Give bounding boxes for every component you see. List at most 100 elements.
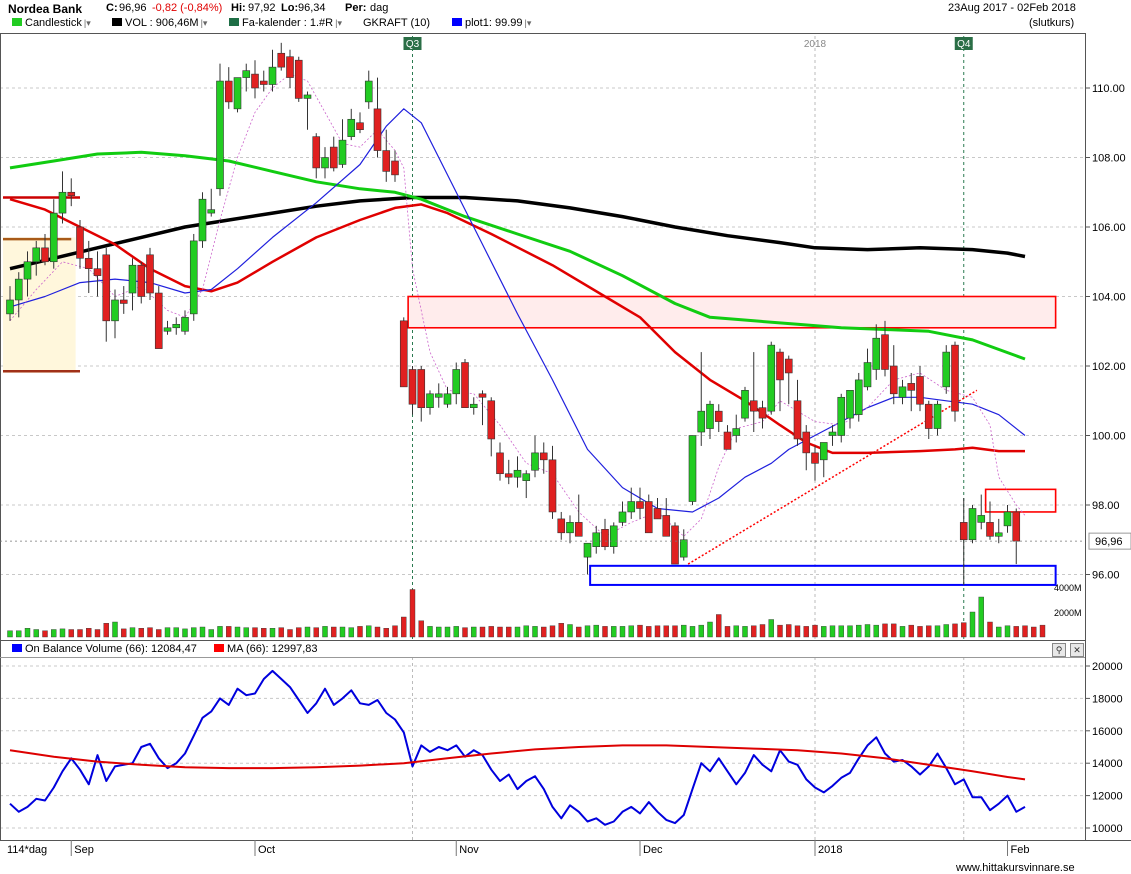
candle-up bbox=[426, 393, 434, 408]
candle-up bbox=[6, 299, 14, 315]
legend-swatch bbox=[214, 644, 224, 652]
volume-bar bbox=[689, 626, 696, 638]
legend-item-plot1[interactable]: plot1: 99.99 |▾ bbox=[452, 17, 531, 29]
volume-bar bbox=[234, 626, 241, 638]
candle-down bbox=[382, 150, 391, 172]
candle-up bbox=[592, 532, 601, 547]
legend-item-obv-ma[interactable]: MA (66): 12997,83 bbox=[214, 643, 318, 655]
legend-item-candlestick[interactable]: Candlestick |▾ bbox=[12, 17, 91, 29]
candle-up bbox=[172, 323, 181, 329]
volume-bar bbox=[873, 624, 879, 638]
volume-bar bbox=[191, 627, 197, 638]
volume-bar bbox=[453, 626, 459, 638]
obv-panel-frame bbox=[0, 640, 1086, 841]
volume-bar bbox=[252, 627, 258, 638]
volume-bar bbox=[777, 624, 783, 638]
volume-bar bbox=[987, 621, 993, 638]
event-marker-badge bbox=[954, 37, 973, 50]
chevron-down-icon[interactable]: |▾ bbox=[200, 18, 208, 28]
volume-bar bbox=[952, 623, 958, 638]
volume-bar bbox=[672, 625, 678, 638]
zoom-icon[interactable]: ⚲ bbox=[1052, 643, 1066, 657]
candle-down bbox=[802, 431, 811, 454]
candle-up bbox=[522, 473, 531, 481]
candle-up bbox=[23, 261, 32, 280]
candle-down bbox=[84, 257, 93, 269]
candle-down bbox=[907, 383, 916, 391]
candle-down bbox=[653, 508, 662, 520]
moving-average-line bbox=[9, 150, 1026, 361]
moving-average-line bbox=[9, 195, 1026, 271]
volume-bar bbox=[576, 626, 582, 638]
candle-down bbox=[504, 473, 513, 478]
chevron-down-icon[interactable]: |▾ bbox=[524, 18, 532, 28]
candle-up bbox=[233, 77, 242, 110]
candle-up bbox=[1003, 511, 1012, 527]
obv-series-line bbox=[9, 744, 1026, 781]
candle-down bbox=[137, 264, 146, 297]
legend-item-volume[interactable]: VOL : 906,46M |▾ bbox=[112, 17, 207, 29]
volume-bar bbox=[208, 629, 214, 638]
candle-up bbox=[732, 428, 741, 436]
candle-down bbox=[574, 522, 583, 537]
volume-bar bbox=[996, 626, 1002, 638]
candle-down bbox=[487, 400, 496, 440]
legend-item-obv[interactable]: On Balance Volume (66): 12084,47 bbox=[12, 643, 197, 655]
volume-bar bbox=[243, 627, 249, 638]
obv-tick-label: 18000 bbox=[1092, 693, 1123, 705]
legend-item-fa-kalender[interactable]: Fa-kalender : 1.#R |▾ bbox=[229, 17, 342, 29]
volume-bar bbox=[86, 628, 92, 638]
candle-down bbox=[259, 80, 268, 85]
volume-bar bbox=[619, 626, 626, 638]
candle-up bbox=[469, 403, 478, 409]
candle-up bbox=[111, 299, 119, 322]
volume-bar bbox=[742, 626, 748, 638]
candle-down bbox=[67, 191, 76, 197]
volume-bar bbox=[882, 623, 888, 638]
candle-up bbox=[189, 240, 198, 315]
volume-bar bbox=[646, 626, 652, 638]
candle-down bbox=[224, 80, 233, 103]
obv-tick-label: 10000 bbox=[1092, 823, 1123, 835]
close-icon[interactable]: ✕ bbox=[1070, 643, 1084, 657]
month-label: Sep bbox=[74, 844, 94, 856]
chevron-down-icon[interactable]: |▾ bbox=[83, 18, 91, 28]
candle-down bbox=[671, 525, 679, 565]
candle-down bbox=[811, 452, 819, 464]
candle-down bbox=[1012, 511, 1021, 542]
volume-bar bbox=[716, 614, 722, 638]
legend-item-gkraft[interactable]: GKRAFT (10) bbox=[363, 17, 430, 29]
volume-bar bbox=[112, 621, 118, 638]
chart-header: Nordea Bank C: 96,96 -0,82 (-0,84%) Hi: … bbox=[0, 0, 1131, 32]
candle-down bbox=[889, 365, 898, 395]
legend-label: On Balance Volume (66): 12084,47 bbox=[25, 643, 197, 655]
symbol-title: Nordea Bank bbox=[8, 2, 83, 16]
volume-bar bbox=[7, 630, 13, 638]
low-label: Lo: bbox=[281, 2, 299, 14]
obv-tick-label: 16000 bbox=[1092, 726, 1123, 738]
volume-bar bbox=[934, 625, 941, 638]
period-tag: 114*dag bbox=[7, 844, 48, 856]
candle-down bbox=[417, 369, 426, 409]
candle-up bbox=[216, 80, 224, 190]
volume-bar bbox=[978, 596, 984, 638]
event-marker-label: Q4 bbox=[957, 39, 971, 50]
candle-up bbox=[872, 337, 881, 370]
price-type: (slutkurs) bbox=[1029, 17, 1075, 29]
change-value: -0,82 (-0,84%) bbox=[152, 2, 223, 14]
candle-up bbox=[618, 511, 627, 523]
axis-labels: Q3 2018 Q4 96.00 98.00 100.00 102.00 104.00 106.… bbox=[0, 37, 1131, 856]
volume-bar bbox=[1004, 625, 1011, 638]
price-tick-label: 106.00 bbox=[1092, 222, 1126, 234]
volume-bar bbox=[549, 625, 556, 638]
price-zone-box bbox=[407, 295, 1057, 329]
volume-bar bbox=[926, 625, 932, 638]
price-tick-label: 102.00 bbox=[1092, 361, 1126, 373]
candle-down bbox=[286, 56, 294, 78]
volume-bar bbox=[479, 626, 486, 638]
candle-up bbox=[942, 351, 951, 388]
candle-down bbox=[93, 268, 102, 276]
chevron-down-icon[interactable]: |▾ bbox=[335, 18, 342, 28]
volume-tick-label: 2000M bbox=[1054, 608, 1082, 618]
